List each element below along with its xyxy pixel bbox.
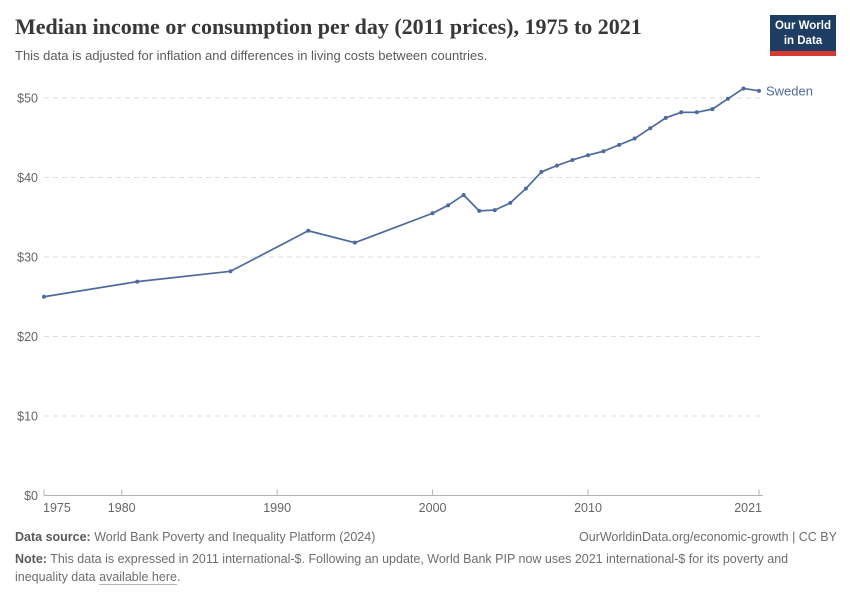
data-point[interactable]	[710, 107, 715, 112]
data-point[interactable]	[632, 136, 637, 141]
note-period: .	[176, 569, 181, 584]
data-point[interactable]	[228, 269, 233, 274]
x-axis-label: 1975	[43, 501, 71, 515]
data-point[interactable]	[679, 110, 684, 115]
data-point[interactable]	[306, 228, 311, 233]
data-point[interactable]	[725, 96, 730, 101]
chart-title: Median income or consumption per day (20…	[15, 14, 642, 39]
note-label: Note:	[15, 552, 47, 566]
line-chart-canvas[interactable]: $0 $10 $20 $30 $40 $50 1975 1980 1990 2000 2010 202…	[0, 70, 850, 530]
y-axis-label: $30	[17, 250, 38, 264]
data-point[interactable]	[663, 115, 668, 120]
series-end-label[interactable]: Sweden	[766, 83, 813, 98]
data-point[interactable]	[570, 157, 575, 162]
data-point[interactable]	[694, 110, 699, 115]
y-axis-label: $10	[17, 409, 38, 423]
data-point[interactable]	[135, 279, 140, 284]
data-point[interactable]	[42, 294, 46, 299]
owid-logo[interactable]: Our World in Data	[770, 15, 836, 57]
data-point[interactable]	[430, 211, 435, 216]
note-text-line2: inequality data	[15, 569, 96, 584]
note-text-line1: This data is expressed in 2011 internati…	[50, 552, 789, 566]
available-here-link[interactable]: available here	[99, 569, 177, 584]
data-point[interactable]	[461, 192, 466, 197]
chart-subtitle: This data is adjusted for inflation and …	[15, 48, 488, 63]
x-axis-label: 1980	[108, 501, 136, 515]
logo-line-2: in Data	[783, 34, 823, 47]
x-axis-label: 2000	[419, 501, 447, 515]
x-axis-label: 2021	[734, 501, 762, 515]
chart-footer: Data source: World Bank Poverty and Ineq…	[15, 530, 837, 586]
data-point[interactable]	[648, 126, 653, 131]
data-point[interactable]	[352, 240, 357, 245]
data-point[interactable]	[617, 142, 622, 147]
attribution-link[interactable]: OurWorldinData.org/economic-growth | CC …	[579, 530, 837, 544]
data-point[interactable]	[554, 163, 559, 168]
data-point[interactable]	[508, 200, 513, 205]
series-line-sweden[interactable]	[43, 87, 760, 298]
x-axis-label: 2010	[574, 501, 602, 515]
data-point[interactable]	[492, 208, 497, 213]
data-point[interactable]	[757, 88, 761, 93]
data-point[interactable]	[446, 203, 451, 208]
logo-line-1: Our World	[774, 20, 831, 32]
x-axis-label: 1990	[263, 501, 291, 515]
y-axis-label: $0	[24, 489, 38, 503]
data-source: Data source: World Bank Poverty and Ineq…	[15, 530, 375, 544]
chart-note: Note: This data is expressed in 2011 int…	[15, 551, 837, 586]
y-axis-label: $50	[17, 91, 38, 105]
data-point[interactable]	[523, 186, 528, 191]
y-axis-label: $40	[17, 171, 38, 185]
data-point[interactable]	[586, 153, 591, 158]
data-point[interactable]	[741, 86, 746, 91]
y-axis-label: $20	[17, 330, 38, 344]
data-source-label: Data source:	[15, 530, 91, 544]
data-source-value: World Bank Poverty and Inequality Platfo…	[94, 530, 376, 544]
data-point[interactable]	[539, 169, 544, 174]
data-point[interactable]	[601, 149, 606, 154]
data-point[interactable]	[477, 208, 482, 213]
